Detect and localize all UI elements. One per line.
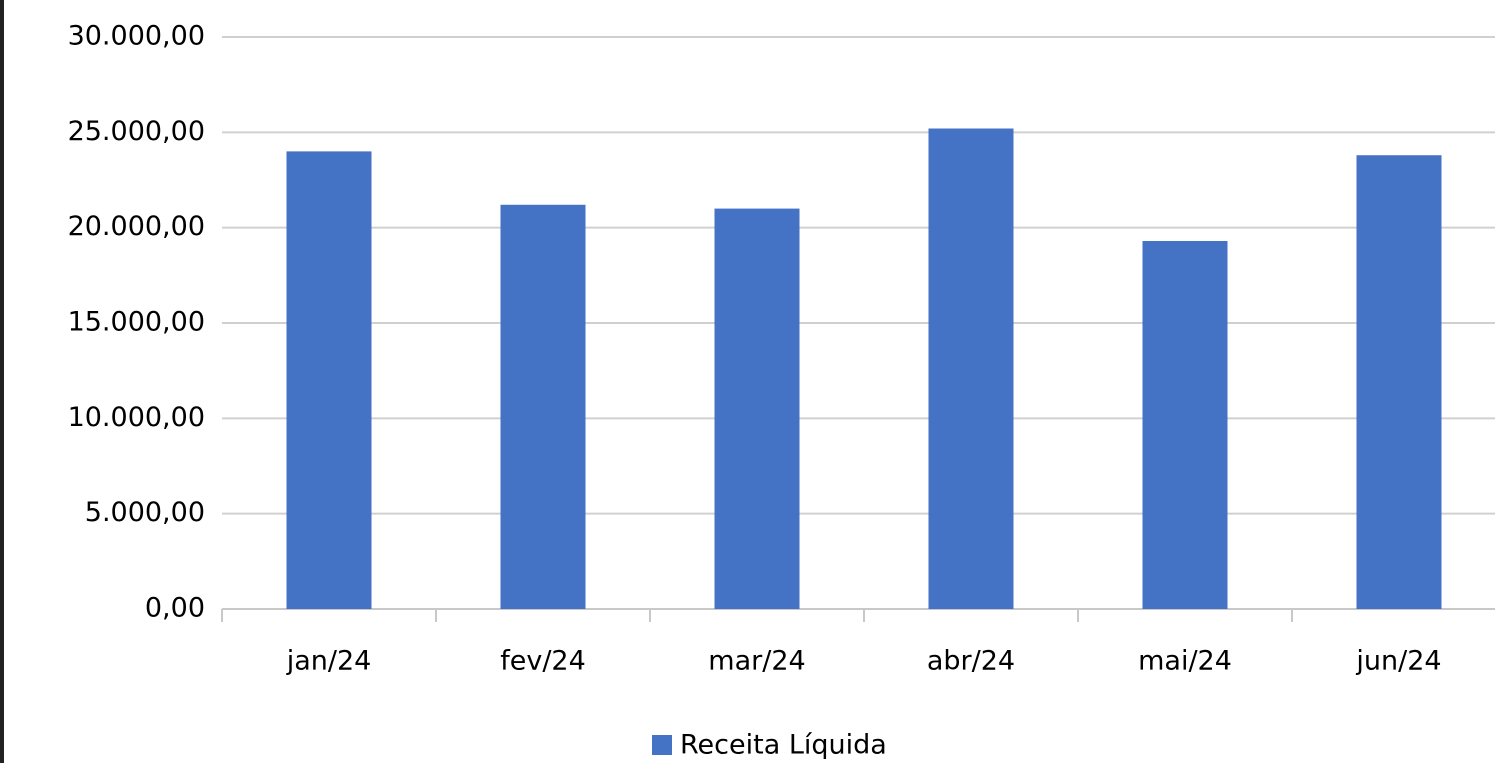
- y-tick-label: 10.000,00: [68, 402, 205, 433]
- bar: [286, 151, 372, 609]
- x-tick-label: mar/24: [708, 646, 805, 677]
- x-tick-label: jan/24: [286, 646, 372, 677]
- left-border: [0, 0, 4, 763]
- bar: [1142, 241, 1228, 609]
- bar: [928, 128, 1014, 609]
- bar: [500, 204, 586, 609]
- x-tick-label: jun/24: [1355, 646, 1441, 677]
- legend-swatch: [652, 735, 672, 755]
- legend-label: Receita Líquida: [680, 730, 887, 761]
- x-tick-label: abr/24: [927, 646, 1015, 677]
- y-tick-label: 15.000,00: [68, 307, 205, 338]
- y-tick-label: 5.000,00: [85, 497, 205, 528]
- y-tick-label: 0,00: [145, 593, 205, 624]
- y-tick-label: 30.000,00: [68, 21, 205, 52]
- bar: [714, 208, 800, 609]
- x-tick-label: mai/24: [1138, 646, 1232, 677]
- bar: [1356, 155, 1442, 610]
- y-tick-label: 20.000,00: [68, 211, 205, 242]
- y-tick-label: 25.000,00: [68, 116, 205, 147]
- x-tick-label: fev/24: [500, 646, 586, 677]
